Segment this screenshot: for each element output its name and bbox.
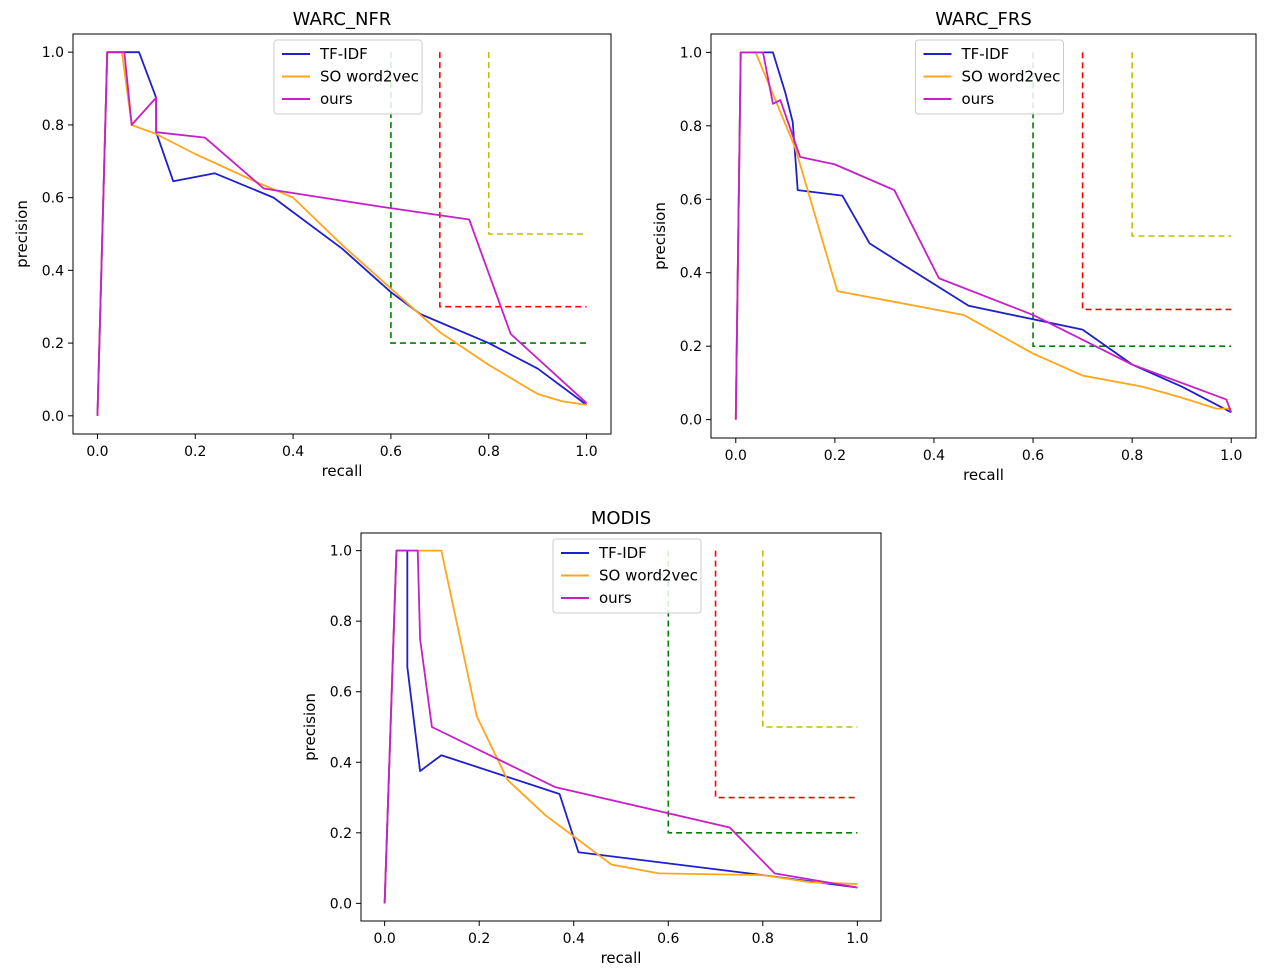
y-tick-label: 0.6: [42, 191, 64, 207]
legend-box: [273, 39, 423, 115]
y-tick-label: 1.0: [330, 544, 352, 560]
legend-entry: SO word2vec: [962, 68, 1061, 86]
y-tick-label: 0.4: [680, 266, 702, 282]
y-tick-label: 0.8: [680, 119, 702, 135]
legend-entry: ours: [320, 90, 353, 108]
y-tick-label: 0.4: [42, 263, 64, 279]
chart-title: WARC_NFR: [293, 9, 392, 30]
series-line-so-word2vec: [96, 51, 587, 416]
y-tick-label: 0.6: [680, 192, 702, 208]
series-line-tf-idf: [96, 51, 588, 416]
legend-entry: SO word2vec: [320, 68, 419, 86]
chart-title: MODIS: [591, 508, 651, 529]
y-tick-label: 0.2: [680, 339, 702, 355]
y-tick-label: 0.4: [330, 755, 352, 771]
x-tick-label: 0.0: [374, 931, 396, 947]
legend: TF-IDF SO word2vec ours: [273, 39, 423, 115]
x-tick-label: 0.4: [282, 444, 304, 460]
legend-box: [915, 39, 1064, 115]
threshold-red-line: [714, 550, 858, 799]
x-tick-label: 0.4: [563, 931, 585, 947]
y-tick-label: 0.0: [330, 896, 352, 912]
legend-entry: ours: [599, 589, 632, 607]
y-tick-label: 0.0: [680, 413, 702, 429]
legend-entry: TF-IDF: [598, 544, 647, 562]
y-tick-label: 0.2: [330, 826, 352, 842]
legend-entry: TF-IDF: [961, 45, 1010, 63]
x-axis-label: recall: [601, 949, 642, 967]
y-tick-label: 1.0: [42, 45, 64, 61]
x-tick-label: 0.6: [380, 444, 402, 460]
x-tick-label: 1.0: [846, 931, 868, 947]
y-tick-label: 0.0: [42, 409, 64, 425]
chart-panel-warc-nfr: WARC_NFR 0.0 0.2 0.4 0.6 0.8 1.0 0.0 0.2 0.4 0.6 0.…: [13, 9, 612, 480]
x-tick-label: 0.6: [657, 931, 679, 947]
series-line-ours: [383, 549, 858, 904]
threshold-yellow-line: [487, 52, 587, 235]
threshold-green-line: [667, 550, 858, 834]
y-tick-label: 0.2: [42, 336, 64, 352]
y-tick-label: 0.6: [330, 685, 352, 701]
axes-frame: [360, 532, 882, 922]
y-tick-label: 1.0: [680, 45, 702, 61]
x-tick-label: 0.8: [752, 931, 774, 947]
x-tick-label: 0.2: [184, 444, 206, 460]
threshold-red-line: [439, 52, 587, 308]
legend-entry: TF-IDF: [319, 45, 368, 63]
x-axis-label: recall: [963, 466, 1004, 484]
threshold-yellow-line: [1131, 52, 1232, 237]
threshold-yellow-line: [762, 550, 858, 728]
axes-frame: [72, 33, 612, 435]
chart-panel-warc-frs: WARC_FRS 0.0 0.2 0.4 0.6 0.8 1.0 0.0 0.2 0.4 0.6 0.…: [651, 9, 1257, 484]
series-line-so-word2vec: [383, 549, 858, 904]
x-tick-label: 0.0: [725, 448, 747, 464]
x-tick-label: 0.0: [86, 444, 108, 460]
x-tick-label: 0.2: [824, 448, 846, 464]
threshold-green-line: [1032, 52, 1232, 347]
x-tick-label: 0.8: [478, 444, 500, 460]
x-tick-label: 1.0: [1220, 448, 1242, 464]
y-tick-label: 0.8: [42, 118, 64, 134]
x-tick-label: 0.2: [468, 931, 490, 947]
chart-panel-modis: MODIS 0.0 0.2 0.4 0.6 0.8 1.0 0.0 0.2 0.4 0.6 0.8 1.…: [301, 508, 882, 967]
axes-frame: [710, 33, 1257, 439]
legend: TF-IDF SO word2vec ours: [552, 538, 702, 614]
y-axis-label: precision: [13, 200, 31, 268]
x-tick-label: 0.6: [1022, 448, 1044, 464]
x-tick-label: 0.8: [1121, 448, 1143, 464]
y-axis-label: precision: [651, 202, 669, 270]
series-line-ours: [734, 51, 1233, 420]
legend-entry: SO word2vec: [599, 567, 698, 585]
chart-title: WARC_FRS: [935, 9, 1032, 30]
x-tick-label: 1.0: [575, 444, 597, 460]
legend-box: [552, 538, 702, 614]
legend-entry: ours: [962, 90, 995, 108]
series-line-tf-idf: [734, 51, 1232, 420]
legend: TF-IDF SO word2vec ours: [915, 39, 1064, 115]
x-tick-label: 0.4: [923, 448, 945, 464]
series-line-ours: [96, 51, 588, 416]
y-tick-label: 0.8: [330, 614, 352, 630]
threshold-red-line: [1081, 52, 1232, 311]
x-axis-label: recall: [322, 462, 363, 480]
y-axis-label: precision: [301, 693, 319, 761]
